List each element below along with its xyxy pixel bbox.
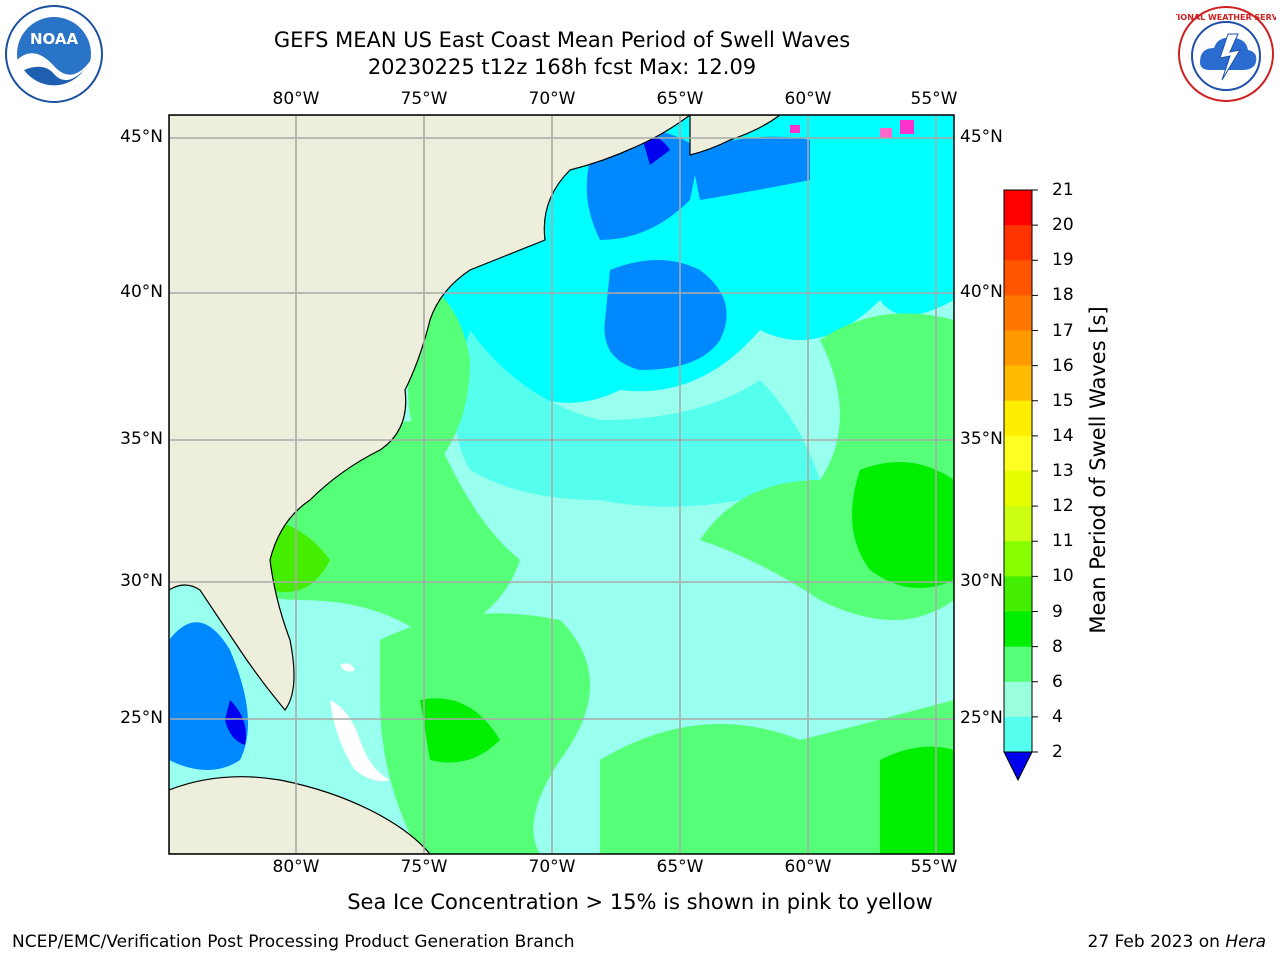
sea-ice-patch <box>880 128 892 138</box>
colorbar-tick-label: 11 <box>1052 531 1074 552</box>
date-stamp: 27 Feb 2023 on Hera <box>1088 932 1266 952</box>
land-north-america <box>169 115 692 711</box>
sea-ice-note: Sea Ice Concentration > 15% is shown in … <box>347 890 933 914</box>
land-maritimes <box>689 115 782 156</box>
region-blue-scotian-shelf <box>690 136 810 200</box>
date-text: 27 Feb 2023 on <box>1087 932 1220 952</box>
nws-logo-text: NATIONAL WEATHER SERVICE <box>1176 13 1276 22</box>
lat-label-left: 45°N <box>120 127 163 147</box>
region-dark-blue-gulf <box>225 700 246 745</box>
colorbar-tick-label: 8 <box>1052 636 1063 657</box>
region-bright-green-east <box>852 462 954 588</box>
land-bahamas-bank <box>330 700 390 782</box>
region-mid-cyan <box>455 330 820 507</box>
lon-label-top: 75°W <box>400 89 448 109</box>
colorbar-tick-label: 18 <box>1052 285 1074 306</box>
colorbar-segment <box>1004 471 1032 507</box>
colorbar-tick-label: 13 <box>1052 461 1074 481</box>
colorbar <box>1003 189 1038 782</box>
sea-ice-patch <box>790 125 800 133</box>
lon-label-top: 70°W <box>528 89 576 109</box>
colorbar-segment <box>1004 260 1032 296</box>
lat-label-right: 45°N <box>960 127 1003 147</box>
colorbar-tick-label: 10 <box>1052 566 1074 587</box>
lat-label-left: 25°N <box>120 708 163 728</box>
lon-label-bottom: 80°W <box>272 857 320 877</box>
lon-label-top: 80°W <box>272 89 320 109</box>
lat-label-left: 40°N <box>120 282 163 302</box>
region-cyan-north <box>430 115 954 403</box>
colorbar-segment <box>1004 681 1032 718</box>
region-bright-green-bahamas <box>420 698 500 763</box>
colorbar-tick-label: 21 <box>1052 180 1074 200</box>
lon-label-top: 60°W <box>784 89 832 109</box>
colorbar-segment <box>1004 576 1032 612</box>
lat-label-left: 35°N <box>120 429 163 449</box>
colorbar-segment <box>1004 716 1032 753</box>
colorbar-extend-min <box>1003 751 1033 782</box>
colorbar-segment <box>1004 225 1032 261</box>
noaa-logo: NOAA <box>4 4 104 104</box>
noaa-logo-text: NOAA <box>30 30 79 48</box>
lon-label-top: 65°W <box>656 89 704 109</box>
colorbar-tick-label: 9 <box>1052 601 1063 622</box>
land-cuba <box>169 776 431 854</box>
lat-label-right: 40°N <box>960 282 1003 302</box>
credit-text: NCEP/EMC/Verification Post Processing Pr… <box>12 932 575 952</box>
colorbar-tick-label: 6 <box>1052 671 1063 692</box>
colorbar-segment <box>1004 365 1032 402</box>
land-bahamas-bank-north <box>340 663 355 672</box>
lat-label-right: 35°N <box>960 429 1003 449</box>
lat-label-left: 30°N <box>120 571 163 591</box>
nws-logo: NATIONAL WEATHER SERVICE <box>1160 4 1280 104</box>
colorbar-tick-label: 4 <box>1052 706 1063 727</box>
colorbar-segment <box>1004 541 1032 577</box>
colorbar-segment <box>1004 435 1032 472</box>
lon-label-bottom: 55°W <box>910 857 958 877</box>
lon-label-bottom: 70°W <box>528 857 576 877</box>
map-frame <box>168 114 955 855</box>
lon-label-bottom: 75°W <box>400 857 448 877</box>
colorbar-segment <box>1004 190 1032 226</box>
lat-label-right: 25°N <box>960 708 1003 728</box>
colorbar-tick-label: 16 <box>1052 355 1074 376</box>
colorbar-tick-label: 17 <box>1052 320 1074 341</box>
host-name: Hera <box>1225 932 1266 952</box>
region-blue-georges-offshore <box>604 260 727 370</box>
colorbar-tick-label: 20 <box>1052 215 1074 236</box>
colorbar-tick-label: 2 <box>1052 742 1063 762</box>
region-bright-green-se <box>880 746 954 854</box>
colorbar-segment <box>1004 646 1032 683</box>
lon-label-top: 55°W <box>910 89 958 109</box>
colorbar-tick-label: 15 <box>1052 390 1074 411</box>
region-blue-gulf <box>169 622 248 770</box>
lon-label-bottom: 60°W <box>784 857 832 877</box>
gridlines <box>169 115 954 854</box>
colorbar-title: Mean Period of Swell Waves [s] <box>1086 306 1110 634</box>
colorbar-segment <box>1004 400 1032 437</box>
colorbar-segment <box>1004 330 1032 367</box>
chart-subtitle: 20230225 t12z 168h fcst Max: 12.09 <box>367 55 757 79</box>
colorbar-tick-label: 19 <box>1052 250 1074 271</box>
colorbar-segment <box>1004 611 1032 648</box>
chart-title: GEFS MEAN US East Coast Mean Period of S… <box>273 28 851 52</box>
lon-label-bottom: 65°W <box>656 857 704 877</box>
region-green-southeast <box>600 700 954 854</box>
colorbar-segment <box>1004 295 1032 331</box>
colorbar-segment <box>1004 506 1032 542</box>
colorbar-tick-label: 14 <box>1052 425 1074 446</box>
colorbar-tick-label: 12 <box>1052 496 1074 517</box>
lat-label-right: 30°N <box>960 571 1003 591</box>
sea-ice-patch <box>900 120 914 134</box>
